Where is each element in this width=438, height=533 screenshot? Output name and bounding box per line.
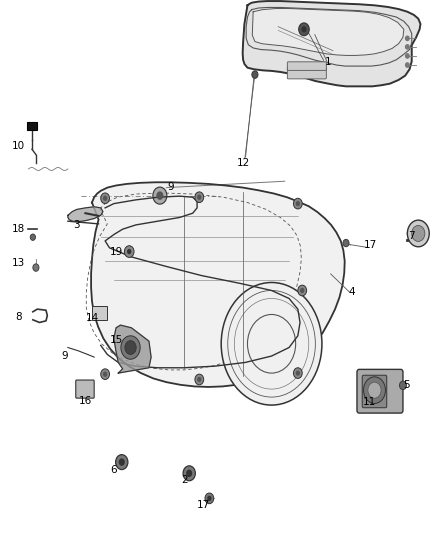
Text: 9: 9 xyxy=(61,351,68,361)
Text: 6: 6 xyxy=(110,465,117,475)
Text: 7: 7 xyxy=(408,231,415,240)
Circle shape xyxy=(186,470,192,477)
Circle shape xyxy=(124,246,134,257)
Circle shape xyxy=(412,225,425,241)
Polygon shape xyxy=(243,1,420,86)
Text: 1: 1 xyxy=(325,58,332,67)
Circle shape xyxy=(103,372,107,377)
Text: 9: 9 xyxy=(167,182,174,191)
Circle shape xyxy=(293,368,302,378)
Text: 12: 12 xyxy=(237,158,250,167)
Circle shape xyxy=(197,195,201,200)
FancyBboxPatch shape xyxy=(357,369,403,413)
Polygon shape xyxy=(91,182,345,387)
Circle shape xyxy=(293,198,302,209)
Text: 18: 18 xyxy=(12,224,25,234)
Bar xyxy=(27,122,37,130)
Circle shape xyxy=(116,455,128,470)
Circle shape xyxy=(153,187,167,204)
Circle shape xyxy=(407,220,429,247)
Circle shape xyxy=(127,249,131,254)
Circle shape xyxy=(119,458,125,466)
FancyBboxPatch shape xyxy=(362,375,387,408)
Circle shape xyxy=(205,493,214,504)
Circle shape xyxy=(221,282,322,405)
FancyBboxPatch shape xyxy=(76,380,94,398)
Circle shape xyxy=(296,201,300,206)
Circle shape xyxy=(121,336,140,359)
Circle shape xyxy=(125,341,136,354)
Text: 15: 15 xyxy=(110,335,123,344)
Text: 19: 19 xyxy=(110,247,123,256)
Circle shape xyxy=(368,382,381,398)
Circle shape xyxy=(296,370,300,376)
Text: 3: 3 xyxy=(73,220,80,230)
Text: 10: 10 xyxy=(12,141,25,151)
Circle shape xyxy=(252,71,258,78)
Circle shape xyxy=(299,23,309,36)
FancyBboxPatch shape xyxy=(287,67,326,79)
Circle shape xyxy=(101,193,110,204)
Circle shape xyxy=(298,285,307,296)
Circle shape xyxy=(301,26,307,33)
Circle shape xyxy=(197,377,201,382)
Text: 11: 11 xyxy=(363,398,376,407)
Circle shape xyxy=(103,196,107,201)
Circle shape xyxy=(406,36,409,41)
Circle shape xyxy=(195,192,204,203)
Text: 14: 14 xyxy=(85,313,99,323)
Circle shape xyxy=(195,374,204,385)
Circle shape xyxy=(207,496,212,501)
Circle shape xyxy=(343,239,349,247)
Circle shape xyxy=(33,264,39,271)
Text: 8: 8 xyxy=(15,312,22,322)
Polygon shape xyxy=(252,9,404,55)
Circle shape xyxy=(406,63,409,67)
Polygon shape xyxy=(114,325,151,373)
Text: 13: 13 xyxy=(12,258,25,268)
Circle shape xyxy=(183,466,195,481)
Circle shape xyxy=(101,369,110,379)
Polygon shape xyxy=(68,207,103,222)
Circle shape xyxy=(364,377,385,403)
Text: 17: 17 xyxy=(364,240,377,250)
Text: 4: 4 xyxy=(348,287,355,296)
Circle shape xyxy=(300,288,304,293)
Text: 17: 17 xyxy=(197,500,210,510)
Circle shape xyxy=(30,234,35,240)
FancyBboxPatch shape xyxy=(287,62,326,70)
Text: 16: 16 xyxy=(79,396,92,406)
Circle shape xyxy=(406,45,409,49)
Text: 2: 2 xyxy=(181,475,188,484)
Circle shape xyxy=(399,381,406,390)
Circle shape xyxy=(156,191,163,200)
Text: 5: 5 xyxy=(403,381,410,390)
Bar xyxy=(92,306,107,320)
Circle shape xyxy=(406,54,409,58)
